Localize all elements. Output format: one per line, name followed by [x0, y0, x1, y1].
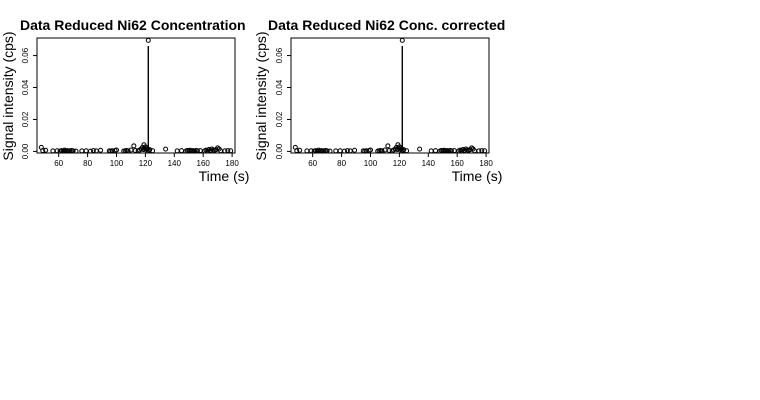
- y-tick-label: 0.04: [275, 79, 284, 95]
- y-tick-label: 0.00: [275, 143, 284, 159]
- data-point: [113, 147, 119, 153]
- data-point: [150, 148, 156, 154]
- data-point: [87, 148, 93, 154]
- x-axis-label: Time (s): [452, 168, 503, 184]
- data-point: [70, 148, 76, 154]
- data-point: [228, 148, 234, 154]
- x-tick-label: 60: [308, 159, 317, 168]
- data-point: [324, 148, 330, 154]
- x-tick-label: 80: [83, 159, 92, 168]
- x-tick-label: 100: [110, 159, 124, 168]
- y-tick-label: 0.06: [275, 47, 284, 63]
- x-tick-label: 160: [451, 159, 465, 168]
- plot-frame: [290, 37, 490, 154]
- chart-panel-corrected: Data Reduced Ni62 Conc. corrected Signal…: [253, 17, 505, 184]
- data-point: [448, 148, 454, 154]
- data-point: [344, 148, 350, 154]
- data-point: [341, 148, 347, 154]
- data-point: [327, 148, 333, 154]
- y-axis-label: Signal intensity (cps): [253, 31, 269, 160]
- data-point: [90, 148, 96, 154]
- data-point: [125, 148, 131, 154]
- y-tick-label: 0.06: [21, 47, 30, 63]
- data-point: [98, 147, 104, 153]
- y-tick-label: 0.00: [21, 143, 30, 159]
- data-point: [399, 37, 405, 43]
- x-axis-label: Time (s): [199, 168, 250, 184]
- data-point: [163, 146, 169, 152]
- data-point: [476, 148, 482, 154]
- x-tick-label: 100: [364, 159, 378, 168]
- y-tick-label: 0.04: [21, 79, 30, 95]
- data-point: [385, 143, 391, 149]
- data-point: [43, 147, 49, 153]
- x-tick-label: 120: [393, 159, 407, 168]
- x-tick-label: 140: [422, 159, 436, 168]
- data-point: [417, 146, 423, 152]
- chart-title: Data Reduced Ni62 Conc. corrected: [268, 17, 505, 33]
- data-point: [479, 148, 485, 154]
- plot-area: 60 80 100 120 140 160 180 0.00 0.02 0.04 0.06: [275, 37, 493, 168]
- chart-title: Data Reduced Ni62 Concentration: [20, 17, 246, 33]
- data-point: [352, 147, 358, 153]
- data-point: [194, 148, 200, 154]
- x-tick-label: 80: [337, 159, 346, 168]
- x-tick-label: 180: [225, 159, 239, 168]
- plot-area: 60 80 100 120 140 160 180 0.00 0.02 0.04 0.06: [21, 37, 239, 168]
- data-point: [379, 148, 385, 154]
- data-point: [294, 148, 300, 154]
- data-point: [40, 148, 46, 154]
- data-point: [73, 148, 79, 154]
- x-tick-label: 140: [168, 159, 182, 168]
- y-axis-label: Signal intensity (cps): [0, 31, 16, 160]
- y-tick-label: 0.02: [21, 111, 30, 127]
- data-point: [401, 147, 407, 153]
- data-point: [145, 37, 151, 43]
- data-point: [131, 143, 137, 149]
- data-point: [367, 147, 373, 153]
- x-tick-label: 60: [54, 159, 63, 168]
- x-tick-label: 160: [197, 159, 211, 168]
- data-point: [297, 147, 303, 153]
- y-tick-label: 0.02: [275, 111, 284, 127]
- x-tick-label: 180: [479, 159, 493, 168]
- data-point: [222, 148, 228, 154]
- data-point: [482, 148, 488, 154]
- data-point: [225, 148, 231, 154]
- x-tick-label: 120: [139, 159, 153, 168]
- plot-frame: [36, 37, 236, 154]
- chart-panel-concentration: Data Reduced Ni62 Concentration Signal i…: [0, 17, 249, 184]
- data-point: [404, 148, 410, 154]
- data-point: [147, 147, 153, 153]
